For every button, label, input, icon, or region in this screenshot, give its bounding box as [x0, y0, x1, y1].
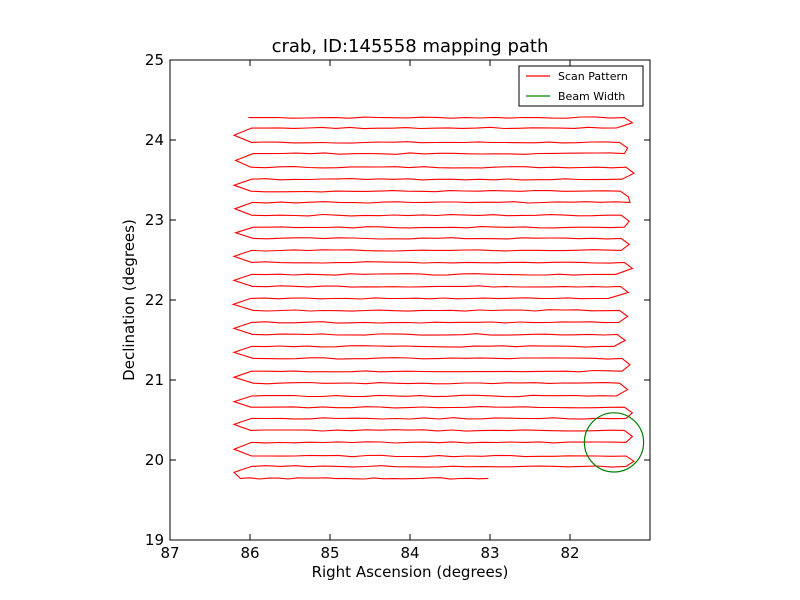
x-tick-label: 86 [240, 544, 259, 562]
x-tick-label: 87 [160, 544, 179, 562]
legend-label-beam: Beam Width [558, 90, 625, 103]
legend: Scan Pattern Beam Width [518, 65, 644, 107]
y-axis-ticks: 19 20 21 22 23 24 25 [145, 51, 650, 549]
x-tick-label: 82 [560, 544, 579, 562]
y-tick-label: 20 [145, 451, 164, 469]
scan-path-line [231, 116, 636, 480]
scan-pattern-series [231, 116, 636, 480]
y-axis-label: Declination (degrees) [120, 219, 138, 381]
y-tick-label: 19 [145, 531, 164, 549]
y-tick-label: 22 [145, 291, 164, 309]
beam-width-circle [583, 412, 645, 473]
x-tick-label: 83 [480, 544, 499, 562]
x-tick-label: 84 [400, 544, 419, 562]
plot-area [170, 60, 650, 540]
y-tick-label: 25 [145, 51, 164, 69]
chart-title: crab, ID:145558 mapping path [272, 36, 549, 57]
legend-label-scan: Scan Pattern [558, 70, 628, 83]
legend-box [518, 65, 644, 107]
y-tick-label: 21 [145, 371, 164, 389]
y-tick-label: 23 [145, 211, 164, 229]
x-axis-ticks: 87 86 85 84 83 82 [160, 60, 580, 562]
x-axis-label: Right Ascension (degrees) [312, 563, 509, 581]
y-tick-label: 24 [145, 131, 164, 149]
x-tick-label: 85 [320, 544, 339, 562]
